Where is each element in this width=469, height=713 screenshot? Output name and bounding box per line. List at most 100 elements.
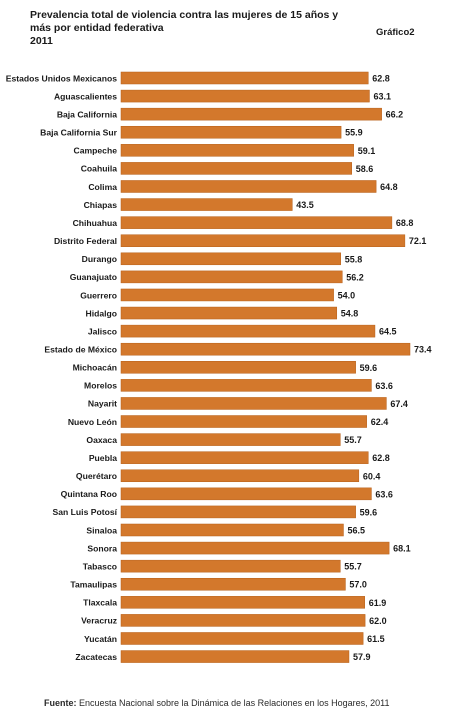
category-label-guerrero: Guerrero xyxy=(80,290,117,300)
category-label-coahuila: Coahuila xyxy=(81,164,118,174)
category-label-tamaulipas: Tamaulipas xyxy=(70,580,117,590)
title-line-1: Prevalencia total de violencia contra la… xyxy=(30,9,339,21)
category-label-estado-de-mexico: Estado de México xyxy=(44,345,117,355)
value-label-baja-california: 66.2 xyxy=(386,110,404,120)
value-label-guerrero: 54.0 xyxy=(338,290,356,300)
value-label-yucatan: 61.5 xyxy=(367,634,385,644)
category-label-san-luis-potosi: San Luis Potosí xyxy=(53,507,118,517)
value-label-guanajuato: 56.2 xyxy=(346,272,364,282)
bar-michoacan xyxy=(120,361,356,374)
value-label-chihuahua: 68.8 xyxy=(396,218,414,228)
bar-veracruz xyxy=(120,614,366,627)
category-label-tabasco: Tabasco xyxy=(83,561,117,571)
value-label-sonora: 68.1 xyxy=(393,544,411,554)
category-label-guanajuato: Guanajuato xyxy=(70,272,117,282)
category-label-sinaloa: Sinaloa xyxy=(86,525,117,535)
value-label-veracruz: 62.0 xyxy=(369,616,387,626)
value-label-campeche: 59.1 xyxy=(358,146,376,156)
bar-sinaloa xyxy=(120,523,344,537)
bar-jalisco xyxy=(120,324,376,338)
bar-estado-de-mexico xyxy=(120,342,411,356)
category-label-quintana-roo: Quintana Roo xyxy=(61,489,117,499)
value-label-san-luis-potosi: 59.6 xyxy=(360,507,378,517)
bar-guerrero xyxy=(120,288,334,302)
category-label-tlaxcala: Tlaxcala xyxy=(83,598,117,608)
value-label-jalisco: 64.5 xyxy=(379,327,397,337)
category-label-nuevo-leon: Nuevo León xyxy=(68,417,117,427)
bar-nuevo-leon xyxy=(120,415,367,428)
value-label-nuevo-leon: 62.4 xyxy=(371,417,389,427)
source-text: Encuesta Nacional sobre la Dinámica de l… xyxy=(76,698,390,708)
bar-coahuila xyxy=(120,162,352,175)
bar-distrito-federal xyxy=(120,234,406,247)
category-label-zacatecas: Zacatecas xyxy=(75,652,117,662)
title-line-3: 2011 xyxy=(30,35,53,47)
category-label-chihuahua: Chihuahua xyxy=(73,218,118,228)
value-label-tabasco: 55.7 xyxy=(344,562,362,572)
category-label-oaxaca: Oaxaca xyxy=(86,435,117,445)
category-label-chiapas: Chiapas xyxy=(84,200,118,210)
value-label-michoacan: 59.6 xyxy=(360,363,378,373)
value-label-aguascalientes: 63.1 xyxy=(373,92,391,102)
source-label: Fuente: xyxy=(44,698,77,708)
category-label-baja-california-sur: Baja California Sur xyxy=(40,128,118,138)
bar-queretaro xyxy=(120,469,360,483)
bar-tamaulipas xyxy=(120,577,346,591)
category-label-aguascalientes: Aguascalientes xyxy=(54,91,117,101)
bar-hidalgo xyxy=(120,306,338,320)
value-label-estados-unidos-mexicanos: 62.8 xyxy=(372,74,390,84)
bar-yucatan xyxy=(120,632,364,645)
category-label-puebla: Puebla xyxy=(89,453,117,463)
value-label-hidalgo: 54.8 xyxy=(341,309,359,319)
bar-morelos xyxy=(120,379,372,392)
bar-puebla xyxy=(120,451,369,464)
bar-aguascalientes xyxy=(120,89,370,103)
category-label-michoacan: Michoacán xyxy=(73,363,117,373)
category-label-morelos: Morelos xyxy=(84,381,117,391)
value-label-puebla: 62.8 xyxy=(372,453,390,463)
value-label-estado-de-mexico: 73.4 xyxy=(414,345,432,355)
value-label-chiapas: 43.5 xyxy=(296,200,314,210)
bar-nayarit xyxy=(120,397,387,410)
value-label-coahuila: 58.6 xyxy=(356,164,374,174)
source-note: Fuente: Encuesta Nacional sobre la Dinám… xyxy=(44,698,390,708)
bar-baja-california xyxy=(120,107,382,121)
title-line-2: más por entidad federativa xyxy=(30,22,164,34)
category-label-sonora: Sonora xyxy=(87,543,117,553)
category-label-jalisco: Jalisco xyxy=(88,326,117,336)
bar-san-luis-potosi xyxy=(120,505,356,519)
category-label-campeche: Campeche xyxy=(74,146,118,156)
value-label-zacatecas: 57.9 xyxy=(353,652,371,662)
value-label-sinaloa: 56.5 xyxy=(347,526,365,536)
bar-baja-california-sur xyxy=(120,125,342,139)
bar-tlaxcala xyxy=(120,596,365,609)
value-label-queretaro: 60.4 xyxy=(363,471,381,481)
category-label-veracruz: Veracruz xyxy=(81,616,117,626)
category-label-durango: Durango xyxy=(82,254,117,264)
category-label-nayarit: Nayarit xyxy=(88,399,117,409)
category-label-colima: Colima xyxy=(88,182,117,192)
bar-colima xyxy=(120,180,377,193)
category-label-hidalgo: Hidalgo xyxy=(85,308,117,318)
chart-title: Prevalencia total de violencia contra la… xyxy=(30,9,360,48)
figure-label: Gráfico2 xyxy=(376,27,415,38)
bar-tabasco xyxy=(120,559,341,573)
bar-guanajuato xyxy=(120,270,343,284)
value-label-distrito-federal: 72.1 xyxy=(409,236,427,246)
bar-chihuahua xyxy=(120,216,393,229)
bar-campeche xyxy=(120,144,354,157)
bar-sonora xyxy=(120,541,390,555)
value-label-tamaulipas: 57.0 xyxy=(349,580,367,590)
value-label-colima: 64.8 xyxy=(380,182,398,192)
value-label-tlaxcala: 61.9 xyxy=(369,598,387,608)
bar-estados-unidos-mexicanos xyxy=(120,71,369,85)
bar-oaxaca xyxy=(120,433,341,446)
value-label-durango: 55.8 xyxy=(345,254,363,264)
category-label-baja-california: Baja California xyxy=(57,109,117,119)
bar-zacatecas xyxy=(120,650,350,663)
value-label-quintana-roo: 63.6 xyxy=(375,489,393,499)
value-label-baja-california-sur: 55.9 xyxy=(345,128,363,138)
category-label-queretaro: Querétaro xyxy=(76,471,117,481)
bar-durango xyxy=(120,252,341,266)
value-label-morelos: 63.6 xyxy=(375,381,393,391)
